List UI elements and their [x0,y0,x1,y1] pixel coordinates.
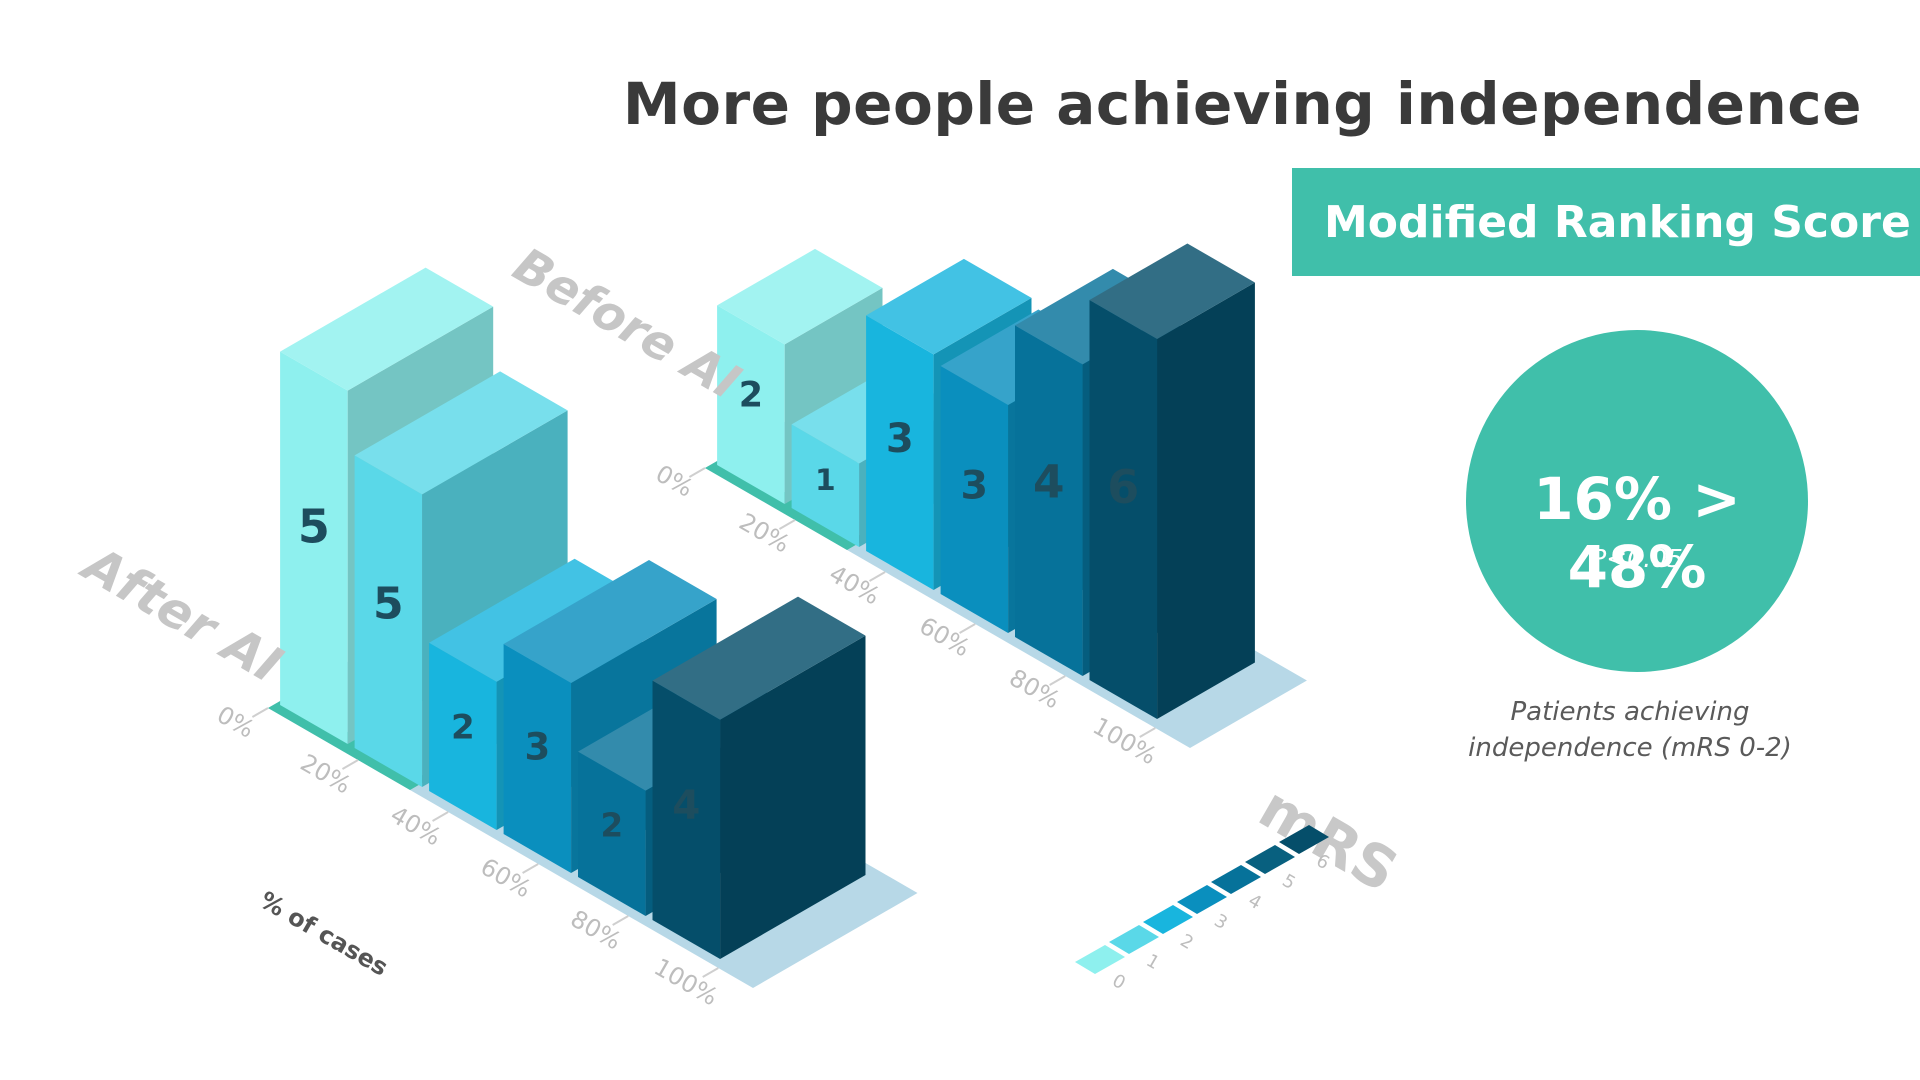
axis-title: % of cases [255,886,393,982]
axis-tick [612,915,629,926]
axis-tick-label: 20% [734,508,794,559]
bar-front [280,351,348,744]
stat-pvalue: P<0.05 [1591,544,1683,573]
axis-tick [251,707,269,718]
axis-tick [1049,675,1066,686]
series-label: Before AI [504,237,749,411]
stat-circle: 16% > 48% P<0.05 [1466,330,1808,672]
bar-value-label: 5 [373,579,404,630]
bar-value-label: 4 [672,782,700,829]
axis-tick [341,759,359,770]
axis-tick-label: 80% [1005,664,1065,715]
page-title: More people achieving independence [622,70,1862,138]
bar-top [280,267,494,391]
bar-front [717,305,785,504]
bar-value-label: 1 [815,463,836,498]
bar-top [866,258,1032,355]
axis-tick [778,519,796,530]
bar-top [652,596,866,720]
bar-value-label: 3 [961,463,989,509]
legend-swatch [1143,905,1193,934]
bar-front [578,751,646,916]
axis-tick-label: 20% [296,749,356,800]
bar-front [866,315,934,590]
bar-value-label: 4 [1033,456,1065,509]
bar-front [1015,325,1083,676]
axis-tick-label: 60% [914,612,974,663]
bar-value-label: 2 [739,376,763,416]
legend-item-label: 4 [1245,890,1265,914]
legend-item-label: 5 [1279,870,1299,894]
bar-value-label: 5 [298,500,330,554]
bar-front [354,455,423,787]
banner-modified-ranking-score: Modified Ranking Score [1292,168,1920,276]
legend-title: mRS [1248,773,1409,905]
legend-swatch [1075,945,1125,974]
stat-value: 16% > 48% [1533,465,1741,601]
legend-swatch [1279,825,1329,854]
bar-top [429,558,643,682]
axis-tick-label: 60% [476,853,536,904]
axis-tick [869,571,886,582]
bar-front [791,424,860,547]
axis-tick [432,811,449,822]
legend-item-label: 2 [1177,930,1197,954]
axis-tick-label: 40% [386,801,446,852]
bar-top [1089,243,1255,339]
bar-front [503,644,572,873]
legend-item-label: 3 [1211,910,1231,934]
axis-tick-label: 0% [212,700,259,743]
bar-front [940,366,1009,633]
bar-top [354,371,568,495]
stat-caption: Patients achieving independence (mRS 0-2… [1440,694,1820,766]
legend-swatch [1109,925,1159,954]
bar-front [652,680,721,959]
bar-side [1157,282,1255,719]
legend-swatch [1177,885,1227,914]
bar-value-label: 3 [524,726,550,769]
bar-top [717,248,883,345]
legend-swatch [1245,845,1295,874]
bar-value-label: 3 [886,416,914,462]
stat-caption-line2: independence (mRS 0-2) [1468,733,1792,763]
bar-value-label: 6 [1107,460,1139,514]
stat-caption-line1: Patients achieving [1510,697,1750,727]
axis-tick-label: 0% [651,459,698,502]
bar-side [720,635,866,959]
legend-item-label: 0 [1109,970,1129,994]
legend-swatch [1211,865,1261,894]
axis-tick [1139,727,1156,738]
axis-tick-label: 80% [566,905,626,956]
bar-value-label: 2 [451,707,475,747]
axis-tick [702,967,719,978]
bar-front [429,642,497,830]
bar-top [503,560,717,683]
axis-tick [959,623,976,634]
bar-value-label: 2 [600,807,623,845]
axis-tick-label: 40% [824,560,884,611]
axis-tick [688,467,706,478]
axis-tick [522,863,539,874]
series-label: After AI [71,533,292,694]
legend-item-label: 1 [1143,950,1163,974]
bar-front [1089,300,1158,719]
